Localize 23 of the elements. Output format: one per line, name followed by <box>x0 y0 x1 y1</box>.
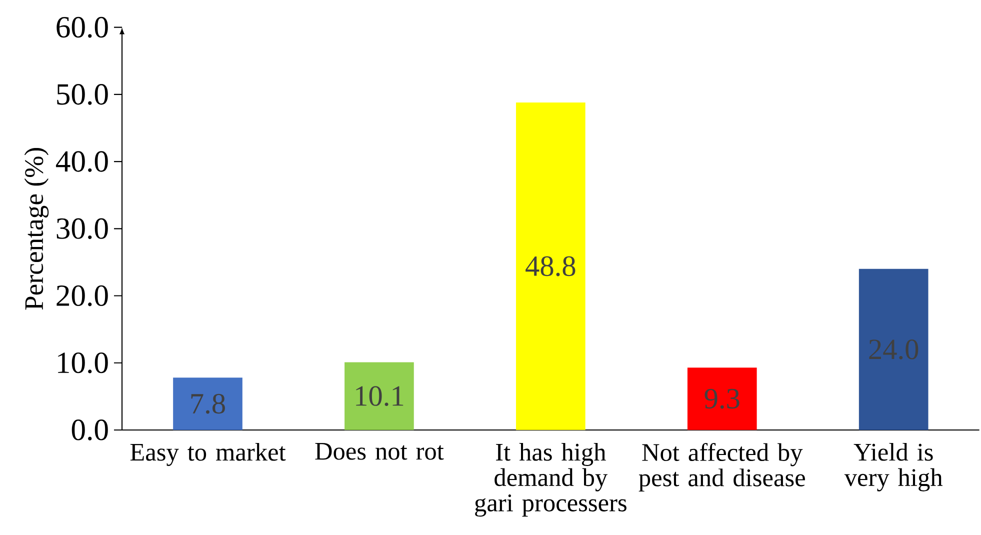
x-tick-label: Yield is very high <box>844 442 943 492</box>
y-tick-label: 0.0 <box>72 420 108 440</box>
y-axis-title: Percentage (%) <box>24 148 49 310</box>
x-tick-label: It has high demand by gari processers <box>475 442 626 517</box>
data-label: 9.3 <box>704 388 740 409</box>
bar <box>687 368 757 430</box>
data-label: 24.0 <box>869 339 918 360</box>
x-tick-label: Easy to market <box>130 442 286 466</box>
y-tick-label: 30.0 <box>56 218 108 240</box>
y-tick-label: 50.0 <box>57 84 108 105</box>
y-tick-label: 20.0 <box>56 285 108 306</box>
x-tick-label: Does not rot <box>315 442 444 460</box>
data-label: 48.8 <box>526 256 576 276</box>
bar <box>858 268 928 430</box>
y-tick-label: 10.0 <box>58 352 108 374</box>
y-tick-label: 40.0 <box>56 151 108 172</box>
data-label: 7.8 <box>191 394 225 414</box>
data-label: 10.1 <box>356 386 404 406</box>
bar <box>516 102 586 430</box>
x-tick-label: Not affected by pest and disease <box>638 442 805 492</box>
y-tick-label: 60.0 <box>56 16 108 38</box>
bar <box>173 378 242 430</box>
bar <box>344 362 414 430</box>
